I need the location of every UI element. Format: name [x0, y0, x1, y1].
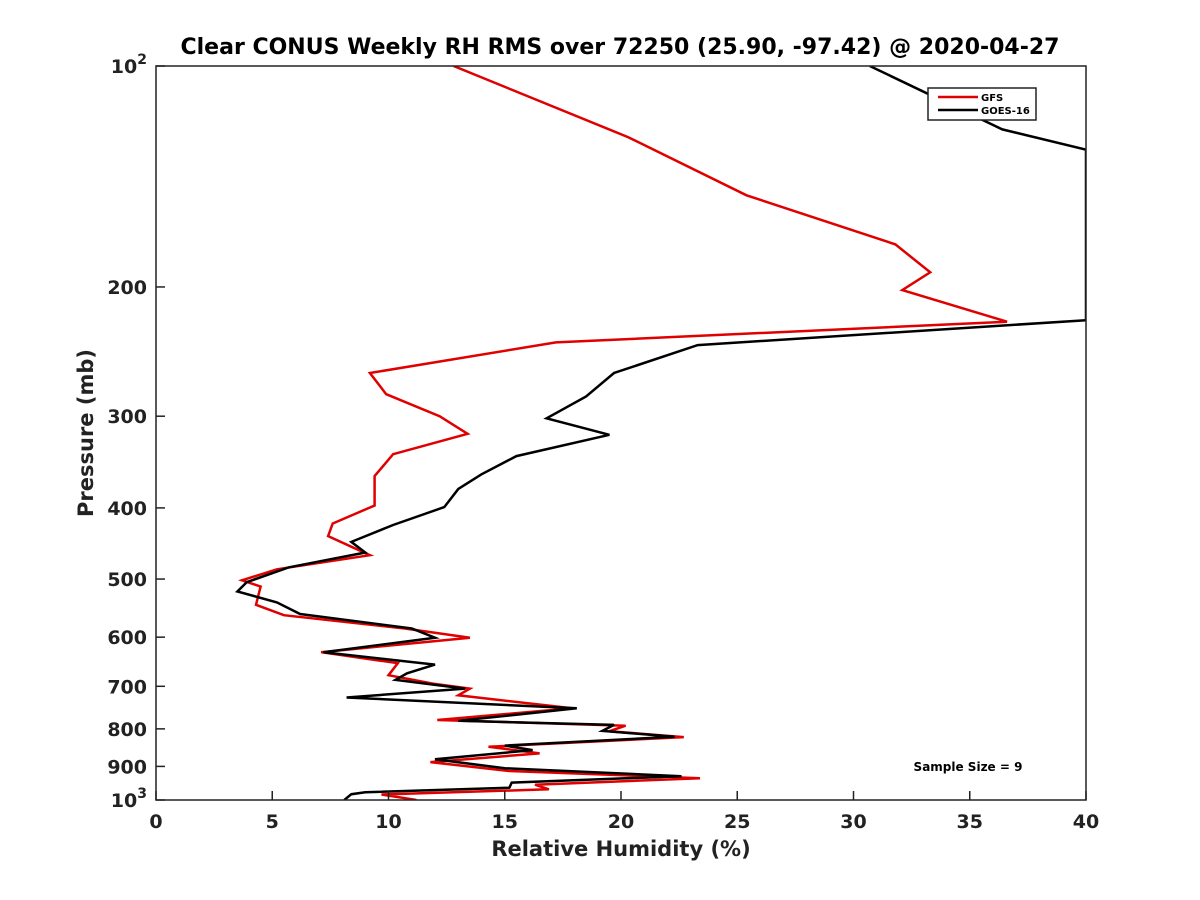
x-axis-label: Relative Humidity (%): [491, 837, 750, 861]
chart-legend: GFS GOES-16: [927, 87, 1037, 121]
x-tick-label: 25: [724, 811, 750, 833]
legend-label-gfs: GFS: [981, 93, 1003, 104]
y-tick-label: 700: [107, 676, 147, 698]
y-tick-label: 600: [107, 627, 147, 649]
chart-title: Clear CONUS Weekly RH RMS over 72250 (25…: [181, 35, 1060, 60]
y-tick-label: 102: [111, 52, 147, 78]
x-tick-label: 5: [266, 811, 279, 833]
y-tick-label: 500: [107, 569, 147, 591]
series-lines: [234, 66, 1086, 800]
x-tick-label: 35: [957, 811, 983, 833]
series-line-goes-16: [234, 66, 1086, 800]
legend-label-goes-16: GOES-16: [981, 106, 1030, 117]
x-tick-label: 10: [375, 811, 401, 833]
y-tick-label: 400: [107, 498, 147, 520]
x-tick-label: 20: [608, 811, 634, 833]
legend-box: [927, 87, 1037, 121]
x-tick-label: 30: [840, 811, 866, 833]
axis-ticks: 0 5 10 15 20 25 30 35 40 102 200 300 400 500 600 700 800…: [107, 52, 1099, 833]
x-tick-label: 0: [149, 811, 162, 833]
y-tick-label: 900: [107, 756, 147, 778]
x-tick-label: 15: [492, 811, 518, 833]
y-axis-label: Pressure (mb): [74, 349, 98, 517]
y-tick-label: 200: [107, 277, 147, 299]
y-tick-label: 300: [107, 406, 147, 428]
sample-size-annotation: Sample Size = 9: [914, 760, 1023, 774]
x-tick-label: 40: [1073, 811, 1099, 833]
y-tick-label: 800: [107, 719, 147, 741]
y-tick-label: 103: [111, 786, 147, 812]
